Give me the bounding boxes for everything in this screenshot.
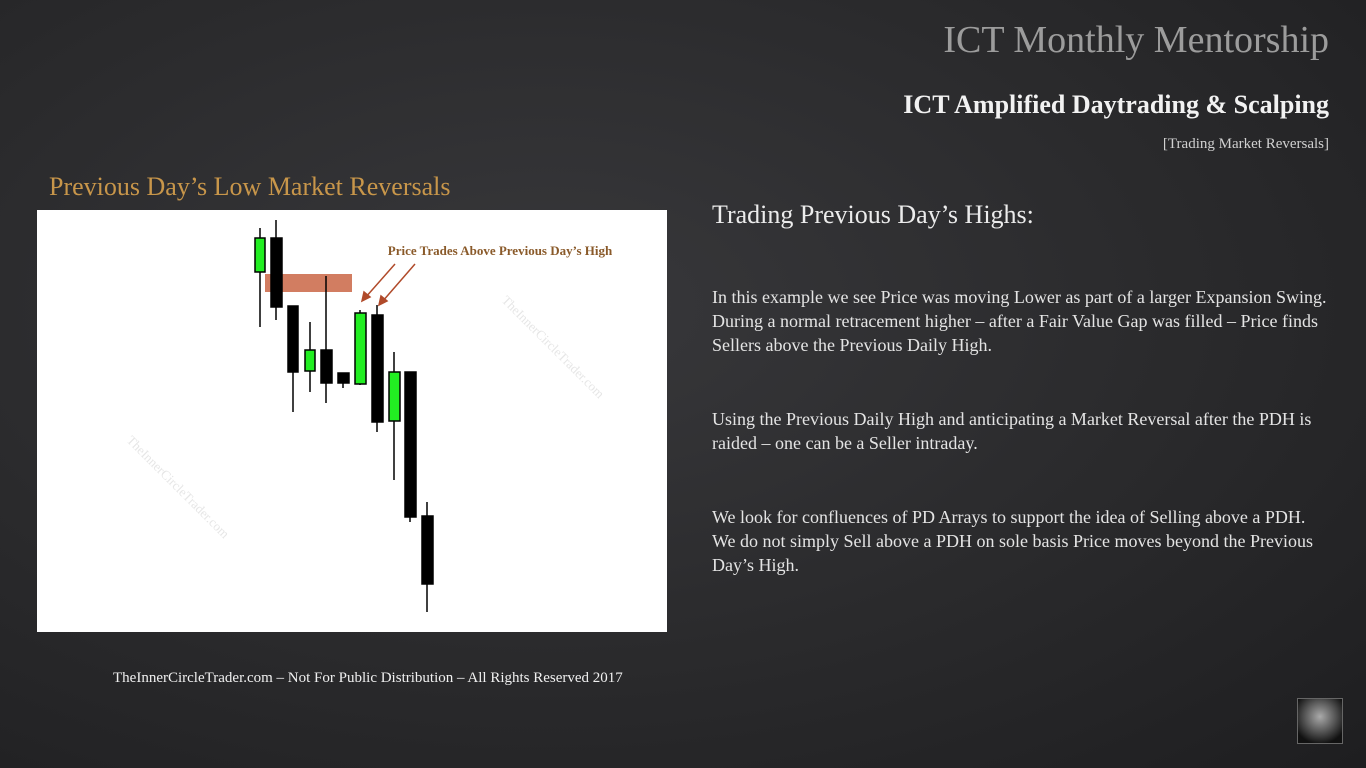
- section-heading: Trading Previous Day’s Highs:: [712, 200, 1034, 229]
- candlestick-figure: TheInnerCircleTrader.com TheInnerCircleT…: [37, 210, 667, 632]
- annotation-arrows: [360, 263, 416, 307]
- paragraph: In this example we see Price was moving …: [712, 287, 1327, 355]
- paragraph: We look for confluences of PD Arrays to …: [712, 507, 1313, 575]
- slide-title: ICT Monthly Mentorship: [943, 19, 1329, 61]
- gap-zone: [265, 274, 352, 292]
- slide-tag: [Trading Market Reversals]: [1162, 136, 1329, 152]
- paragraph: Using the Previous Daily High and antici…: [712, 409, 1312, 453]
- figure-title: Previous Day’s Low Market Reversals: [49, 172, 451, 201]
- annotation: Price Trades Above Previous Day’s High: [388, 243, 613, 258]
- candles: [254, 220, 434, 612]
- presenter-avatar: [1297, 698, 1343, 744]
- figure-background: [37, 210, 667, 632]
- footer: TheInnerCircleTrader.com – Not For Publi…: [113, 670, 623, 686]
- slide-subtitle: ICT Amplified Daytrading & Scalping: [903, 90, 1329, 119]
